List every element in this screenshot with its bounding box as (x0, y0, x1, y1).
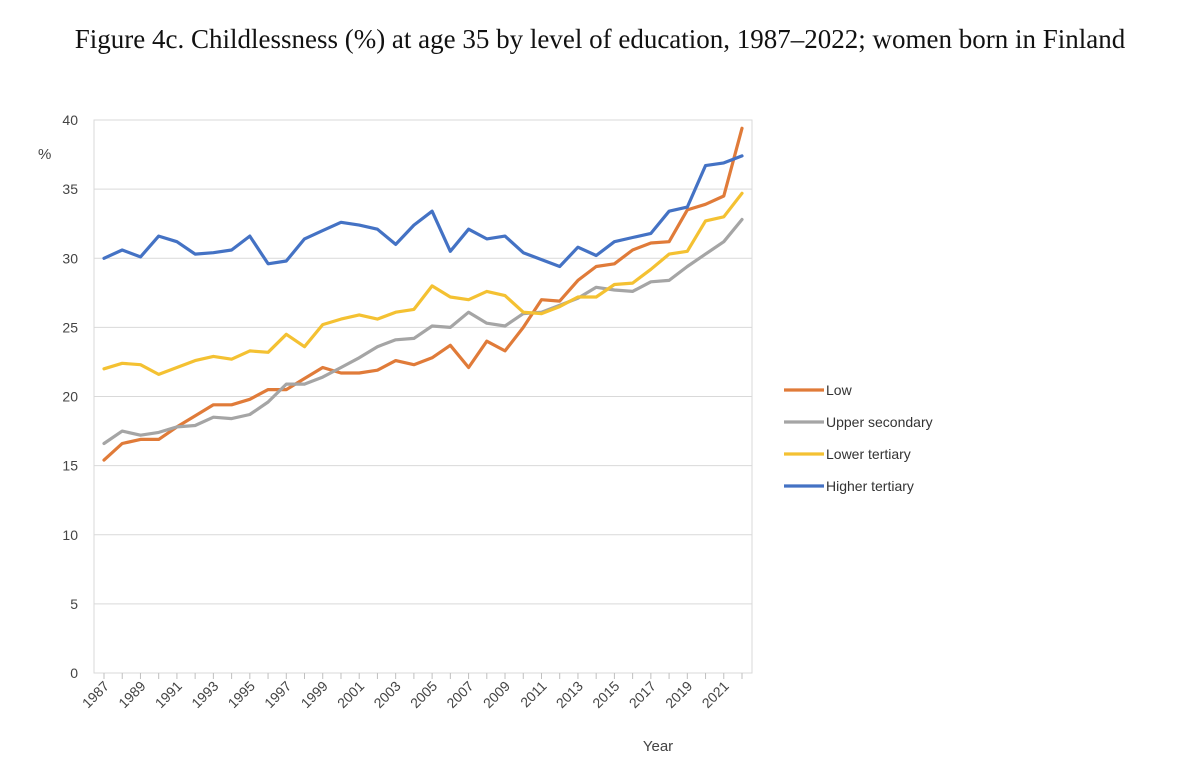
legend: Low Upper secondary Lower tertiary Higher t… (784, 382, 933, 494)
gridlines (94, 119, 752, 674)
x-tick-label: 2017 (626, 678, 659, 711)
y-tick-label: 5 (70, 596, 78, 612)
tick-labels: 0 5 10 15 20 25 30 35 40 1987 1989 1991 1993 1995 1997… (62, 112, 732, 711)
series-line-upper-secondary (102, 217, 744, 446)
series-line-lower-tertiary (102, 191, 744, 376)
legend-item: Lower tertiary (784, 446, 911, 462)
x-tick-label: 1997 (261, 678, 294, 711)
x-tick-label: 2015 (589, 678, 622, 711)
legend-label: Lower tertiary (826, 446, 911, 462)
legend-item: Upper secondary (784, 414, 933, 430)
y-tick-label: 40 (62, 112, 78, 128)
legend-item: Higher tertiary (784, 478, 914, 494)
y-tick-label: 35 (62, 181, 78, 197)
x-tick-label: 2003 (370, 678, 403, 711)
x-tick-label: 1993 (188, 678, 221, 711)
legend-label: Upper secondary (826, 414, 933, 430)
x-tick-label: 2005 (407, 678, 440, 711)
y-tick-label: 30 (62, 250, 78, 266)
y-tick-label: 15 (62, 458, 78, 474)
x-tick-label: 2019 (662, 678, 695, 711)
x-tick-label: 2013 (553, 678, 586, 711)
x-axis-label: Year (643, 738, 673, 755)
legend-label: Higher tertiary (826, 478, 914, 494)
x-tick-label: 2021 (699, 678, 732, 711)
legend-label: Low (826, 382, 853, 398)
x-tick-label: 2009 (480, 678, 513, 711)
y-tick-label: 20 (62, 389, 78, 405)
x-tick-label: 1987 (79, 678, 112, 711)
x-tick-label: 2007 (443, 678, 476, 711)
series-line-low (102, 126, 744, 462)
x-tick-label: 1999 (298, 678, 331, 711)
series-line-higher-tertiary (102, 154, 744, 269)
x-tick-label: 2011 (517, 678, 550, 711)
axes (93, 119, 753, 679)
y-tick-label: 25 (62, 319, 78, 335)
figure-title: Figure 4c. Childlessness (%) at age 35 b… (74, 24, 1126, 54)
y-axis-label: % (38, 146, 51, 163)
x-tick-label: 2001 (334, 678, 367, 711)
series-layer (102, 126, 744, 462)
x-tick-label: 1995 (225, 678, 258, 711)
y-tick-label: 10 (62, 527, 78, 543)
y-tick-label: 0 (70, 665, 78, 681)
plot-border (93, 119, 753, 674)
x-tick-label: 1989 (115, 678, 148, 711)
legend-item: Low (784, 382, 853, 398)
x-tick-label: 1991 (152, 678, 185, 711)
